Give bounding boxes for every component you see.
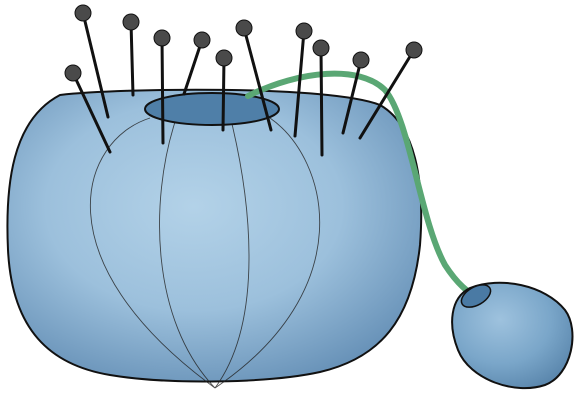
pins	[71, 11, 416, 157]
cord	[245, 70, 481, 301]
pin-shaft	[341, 58, 363, 135]
pin-shaft	[129, 20, 135, 97]
pin-shaft	[358, 48, 416, 140]
pin-shaft	[71, 71, 112, 154]
pin-shaft	[319, 46, 324, 157]
pin-head	[312, 39, 330, 57]
pin-shaft	[182, 38, 204, 96]
pin-head	[215, 49, 233, 67]
pin-head	[352, 51, 370, 69]
strawberry-opening	[460, 284, 492, 308]
emery-strawberry	[451, 281, 574, 390]
pin-shaft	[81, 11, 110, 119]
strawberry-body	[451, 281, 574, 390]
seam-line	[159, 121, 216, 389]
pin-head	[295, 22, 313, 40]
pin-heads	[64, 4, 423, 82]
pin-shaft	[293, 29, 306, 138]
cushion-opening	[144, 92, 280, 126]
pin-head	[405, 41, 423, 59]
seam-line	[214, 117, 321, 389]
pin-shaft	[160, 36, 165, 145]
pin-head	[74, 4, 92, 22]
pin-head	[64, 64, 82, 82]
seam-line	[89, 117, 216, 389]
pin-head	[153, 29, 171, 47]
pin-shaft	[221, 56, 226, 132]
pin-head	[122, 13, 140, 31]
pin-head	[193, 31, 211, 49]
pin-shaft	[242, 26, 273, 132]
cushion-body	[6, 88, 423, 383]
cushion-seams	[89, 117, 321, 389]
pin-head	[235, 19, 253, 37]
seam-line	[214, 123, 250, 389]
